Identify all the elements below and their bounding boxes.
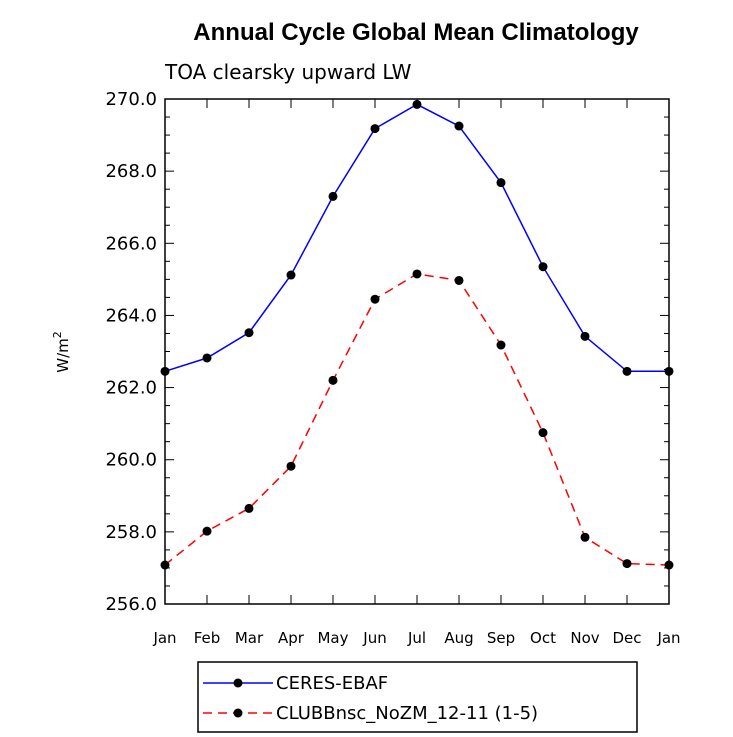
data-point-clubbnsc-nozm-12-11-1-5 — [202, 526, 212, 536]
data-point-clubbnsc-nozm-12-11-1-5 — [622, 559, 632, 569]
data-point-ceres-ebaf — [454, 121, 464, 131]
data-point-clubbnsc-nozm-12-11-1-5 — [412, 269, 422, 279]
chart-title: Annual Cycle Global Mean Climatology — [193, 19, 639, 46]
y-tick-label: 258.0 — [105, 522, 157, 543]
legend-marker-clubbnsc — [233, 708, 243, 718]
x-tick-label: Jan — [152, 629, 176, 647]
x-tick-label: Mar — [235, 629, 264, 647]
y-tick-label: 268.0 — [105, 161, 157, 182]
y-tick-label: 266.0 — [105, 233, 157, 254]
x-tick-label: Oct — [530, 629, 556, 647]
data-point-ceres-ebaf — [328, 191, 338, 201]
x-tick-label: Sep — [487, 629, 515, 647]
series-line-ceres-ebaf — [164, 103, 669, 373]
data-point-ceres-ebaf — [244, 328, 254, 338]
x-axis-ticks: Jan Feb Mar Apr May Jun Jul Aug Sep Oct Nov Dec Jan — [152, 99, 681, 647]
data-point-clubbnsc-nozm-12-11-1-5 — [286, 461, 296, 471]
x-tick-label: Aug — [444, 629, 473, 647]
data-point-ceres-ebaf — [370, 124, 380, 134]
data-point-ceres-ebaf — [202, 353, 212, 363]
y-axis-ticks: 256.0 258.0 260.0 262.0 264.0 266.0 268.0 270.0 — [105, 89, 669, 615]
y-tick-label: 270.0 — [105, 89, 157, 110]
series-layer — [160, 99, 674, 570]
x-tick-label: Apr — [278, 629, 305, 647]
legend-box — [197, 661, 638, 733]
series-line-clubbnsc-nozm-12-11-1-5 — [164, 273, 670, 566]
x-tick-label: Nov — [570, 629, 599, 647]
legend-marker-ceres-ebaf — [233, 678, 243, 688]
data-point-ceres-ebaf — [286, 270, 296, 280]
y-tick-label: 256.0 — [105, 594, 157, 615]
chart-subtitle: TOA clearsky upward LW — [164, 60, 412, 84]
data-point-ceres-ebaf — [538, 262, 548, 272]
x-tick-label: Jan — [656, 629, 680, 647]
data-point-clubbnsc-nozm-12-11-1-5 — [454, 275, 464, 285]
data-point-clubbnsc-nozm-12-11-1-5 — [496, 340, 506, 350]
data-point-ceres-ebaf — [496, 178, 506, 188]
data-point-ceres-ebaf — [622, 366, 632, 376]
data-point-clubbnsc-nozm-12-11-1-5 — [370, 294, 380, 304]
y-axis-label: W/m2 — [51, 331, 72, 373]
legend-label-ceres-ebaf: CERES-EBAF — [276, 673, 388, 694]
data-point-clubbnsc-nozm-12-11-1-5 — [328, 375, 338, 385]
y-tick-label: 264.0 — [105, 305, 157, 326]
x-tick-label: Jul — [407, 629, 426, 647]
data-point-ceres-ebaf — [580, 331, 590, 341]
y-tick-label: 260.0 — [105, 450, 157, 471]
data-point-clubbnsc-nozm-12-11-1-5 — [580, 532, 590, 542]
x-tick-label: Jun — [362, 629, 386, 647]
x-tick-label: May — [317, 629, 348, 647]
y-tick-label: 262.0 — [105, 378, 157, 399]
legend-label-clubbnsc: CLUBBnsc_NoZM_12-11 (1-5) — [276, 703, 538, 724]
data-point-clubbnsc-nozm-12-11-1-5 — [538, 428, 548, 438]
data-point-ceres-ebaf — [412, 99, 422, 109]
x-tick-label: Dec — [612, 629, 641, 647]
x-tick-label: Feb — [194, 629, 221, 647]
plot-frame — [164, 98, 670, 605]
legend: CERES-EBAF CLUBBnsc_NoZM_12-11 (1-5) — [197, 661, 638, 733]
data-point-clubbnsc-nozm-12-11-1-5 — [244, 503, 254, 513]
